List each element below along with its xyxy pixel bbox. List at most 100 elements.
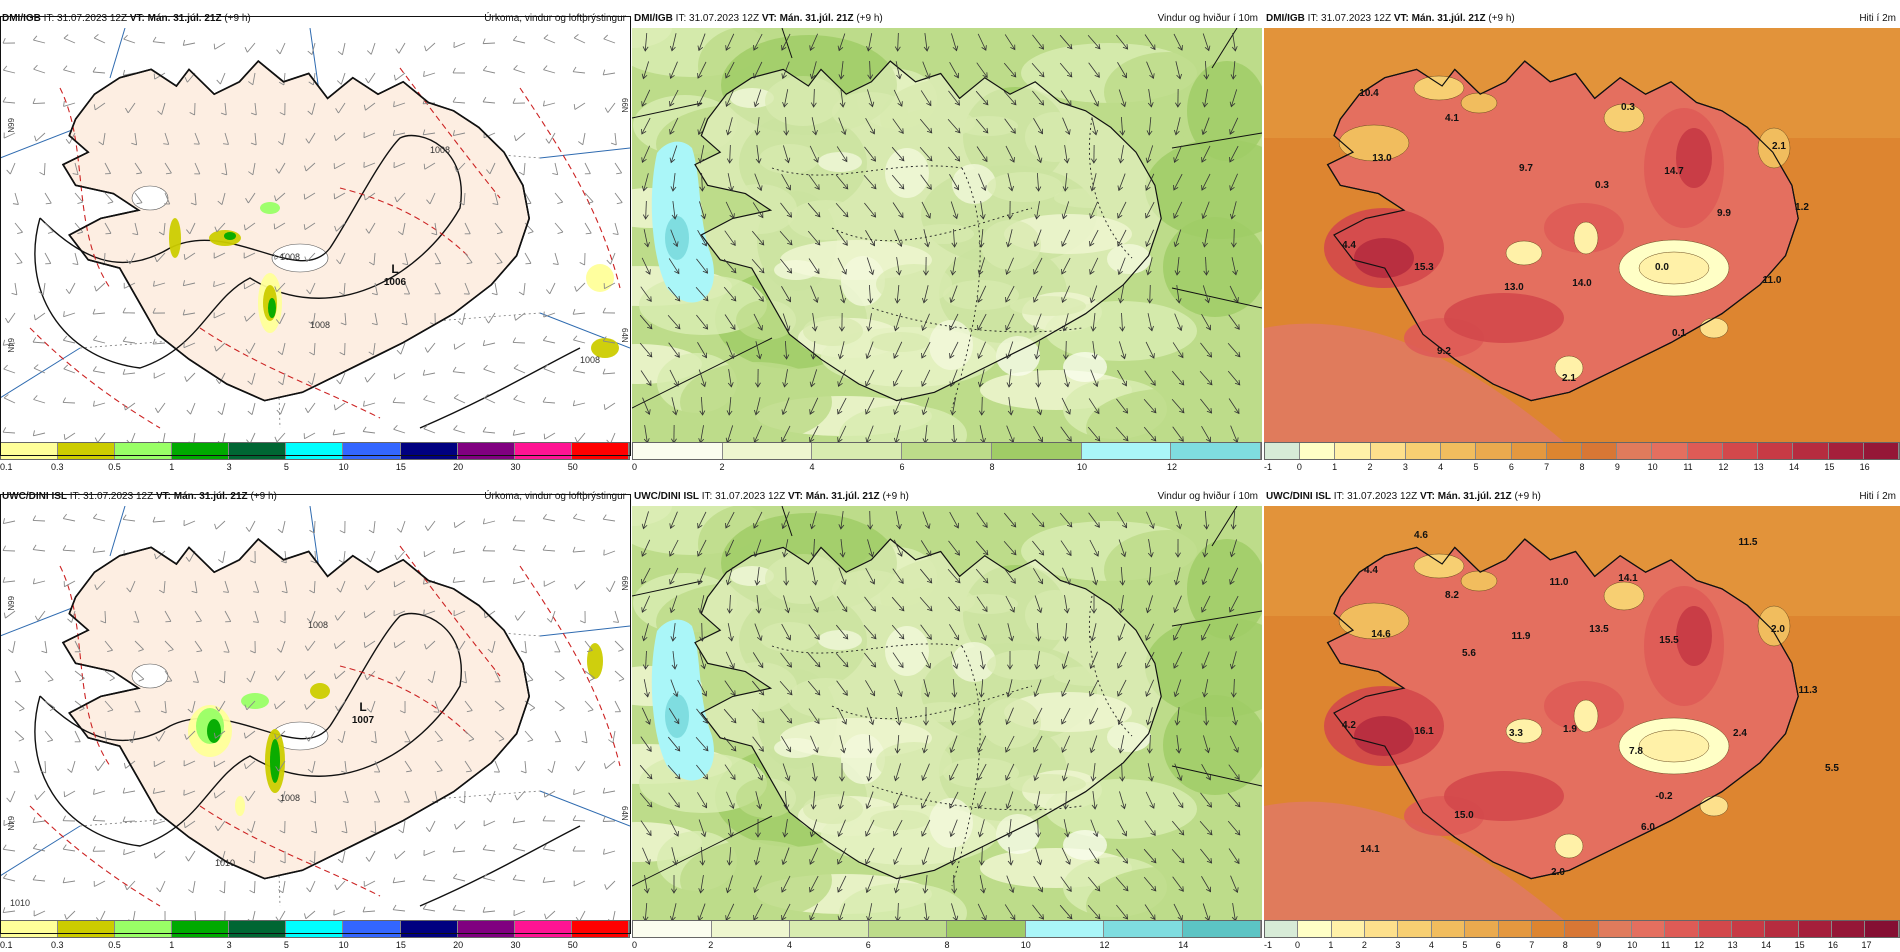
vt-label: VT: [1420,491,1435,502]
isobar-label: 1008 [430,145,450,155]
temperature-value-label: 14.0 [1572,278,1592,289]
colorbar-tick-label: 12 [1099,940,1109,950]
colorbar-tick-label: 1 [1332,462,1337,472]
temperature-value-label: 4.1 [1445,113,1459,124]
temperature-value-label: 4.4 [1342,240,1356,251]
colorbar-tick-label: 1 [169,940,174,950]
latitude-label: 66N [6,118,15,133]
wind-barb [33,520,45,521]
isobar-label: 1008 [310,320,330,330]
colorbar-tick-label: 5 [1462,940,1467,950]
colorbar-swatch [1864,443,1899,459]
temperature-value-label: 14.1 [1618,573,1638,584]
temperature-value-label: 5.5 [1825,763,1839,774]
temperature-value-label: 15.0 [1454,810,1474,821]
colorbar-swatch [343,443,400,459]
cold-area [1604,582,1644,610]
cold-area [1461,571,1497,591]
colorbar-swatch [992,443,1082,459]
colorbar-tick-label: 3 [227,462,232,472]
init-time: 31.07.2023 12Z [715,491,785,502]
temperature-value-label: 9.9 [1717,208,1731,219]
colorbar-tick-label: 14 [1789,462,1799,472]
colorbar-swatch [1865,921,1898,937]
colorbar-tick-label: 30 [510,940,520,950]
colorbar-tick-label: 15 [396,462,406,472]
temperature-value-label: 9.7 [1519,163,1533,174]
temperature-value-label: 0.3 [1595,180,1609,191]
precip-cell [235,796,245,816]
colorbar [0,442,630,460]
isobar-label: 1008 [280,252,300,262]
wind-speed-area [1063,352,1107,382]
colorbar-tick-label: 50 [568,462,578,472]
colorbar-swatch [515,921,572,937]
low-pressure-value: 1007 [352,715,375,726]
panel-header: DMI/IGB IT: 31.07.2023 12Z VT: Mán. 31.j… [1264,10,1900,28]
colorbar-tick-label: 4 [1438,462,1443,472]
colorbar-swatch [1532,921,1565,937]
cold-area [1700,318,1728,338]
colorbar-swatch [343,921,400,937]
colorbar-swatch [1565,921,1598,937]
temperature-value-label: 2.1 [1772,141,1786,152]
colorbar-tick-label: 4 [787,940,792,950]
colorbar-swatch [58,921,115,937]
wind-barb [315,791,316,803]
colorbar-swatch [572,921,629,937]
colorbar-swatch [1652,443,1687,459]
product-title: Vindur og hviður í 10m [1158,10,1258,28]
wind-barb [224,671,225,683]
temperature-value-label: 13.5 [1589,624,1609,635]
colorbar-tick-label: 4 [809,462,814,472]
colorbar-swatch [1465,921,1498,937]
temperature-value-label: 2.0 [1551,867,1565,878]
latitude-label: 66N [6,596,15,611]
warm-area [1354,238,1414,278]
wind-barb [483,43,495,44]
panel-header: UWC/DINI ISL IT: 31.07.2023 12Z VT: Mán.… [0,488,630,506]
colorbar-swatch [1335,443,1370,459]
colorbar-swatch [1765,921,1798,937]
temperature-value-label: 14.6 [1371,629,1391,640]
colorbar-swatch [1,443,58,459]
cold-area [1506,241,1542,265]
colorbar-swatch [869,921,948,937]
low-pressure-symbol: L [391,262,398,276]
wind-barb-flag [224,652,230,653]
model-name: DMI/IGB [2,13,41,24]
colorbar-tick-label: 30 [510,462,520,472]
colorbar-tick-label: 7 [1544,462,1549,472]
colorbar-tick-label: 9 [1596,940,1601,950]
wind-arrow [786,567,787,585]
colorbar-swatch [1758,443,1793,459]
wind-map[interactable] [632,28,1262,442]
wind-map[interactable] [632,506,1262,920]
colorbar-swatch [1829,443,1864,459]
temperature-value-label: 14.1 [1360,844,1380,855]
product-title: Hiti í 2m [1859,10,1896,28]
panel-header: DMI/IGB IT: 31.07.2023 12Z VT: Mán. 31.j… [632,10,1262,28]
panel-header: UWC/DINI ISL IT: 31.07.2023 12Z VT: Mán.… [1264,488,1900,506]
temperature-value-label: 0.0 [1655,262,1669,273]
wind-barb [63,402,75,403]
colorbar-tick-label: 3 [227,940,232,950]
precip-cell [224,232,236,240]
colorbar-tick-label: 10 [1627,940,1637,950]
colorbar-swatch [401,443,458,459]
temperature-value-label: 11.0 [1550,577,1569,588]
colorbar-swatch [633,921,712,937]
wind-map-panel-top: DMI/IGB IT: 31.07.2023 12Z VT: Mán. 31.j… [632,10,1262,462]
colorbar-swatch [633,443,723,459]
colorbar-tick-label: 0.3 [51,940,64,950]
colorbar-tick-label: 7 [1529,940,1534,950]
panel-header: UWC/DINI ISL IT: 31.07.2023 12Z VT: Mán.… [632,488,1262,506]
colorbar-tick-label: 5 [284,462,289,472]
valid-time: Mán. 31.júl. 21Z [1412,13,1486,24]
